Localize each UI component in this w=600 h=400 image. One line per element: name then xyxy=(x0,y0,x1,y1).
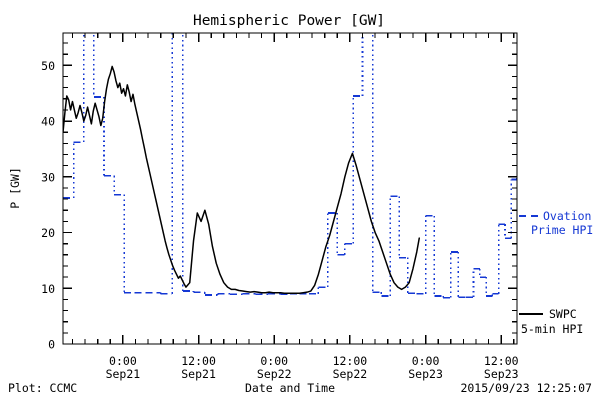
series-swpc-5min-hpi xyxy=(63,65,421,295)
y-tick-label: 40 xyxy=(41,115,55,129)
page-title: Hemispheric Power [GW] xyxy=(193,13,385,29)
y-tick-label: 20 xyxy=(41,226,55,240)
legend-label-swpc-line1: SWPC xyxy=(549,307,577,321)
y-axis-ticks xyxy=(63,42,517,345)
y-tick-label: 0 xyxy=(48,338,55,352)
x-tick-label-time: 12:00 xyxy=(181,354,216,368)
footer-timestamp: 2015/09/23 12:25:07 xyxy=(460,381,592,395)
y-axis-label: P [GW] xyxy=(8,167,22,209)
x-axis-label: Date and Time xyxy=(245,381,335,395)
swpc-line xyxy=(63,65,421,295)
legend-item-swpc[interactable]: SWPC 5-min HPI xyxy=(519,307,583,336)
x-tick-label-date: Sep21 xyxy=(106,367,141,381)
legend-label-ovation-line2: Prime HPI xyxy=(531,223,593,237)
x-tick-label-time: 0:00 xyxy=(260,354,288,368)
y-tick-label: 50 xyxy=(41,59,55,73)
x-tick-label-date: Sep22 xyxy=(333,367,368,381)
footer-credit: Plot: CCMC xyxy=(8,381,77,395)
x-tick-label-time: 0:00 xyxy=(412,354,440,368)
x-axis-tick-labels: 0:00Sep2112:00Sep210:00Sep2212:00Sep220:… xyxy=(106,354,519,381)
x-axis-ticks xyxy=(71,33,515,344)
x-tick-label-date: Sep22 xyxy=(257,367,292,381)
x-tick-label-date: Sep23 xyxy=(484,367,519,381)
y-tick-label: 30 xyxy=(41,170,55,184)
y-tick-label: 10 xyxy=(41,282,55,296)
legend-item-ovation[interactable]: Ovation Prime HPI xyxy=(519,209,593,237)
x-tick-label-time: 0:00 xyxy=(109,354,137,368)
y-axis-tick-labels: 0 10 20 30 40 50 xyxy=(41,59,55,352)
x-tick-label-time: 12:00 xyxy=(333,354,368,368)
legend-label-ovation-line1: Ovation xyxy=(543,209,591,223)
legend-label-swpc-line2: 5-min HPI xyxy=(521,322,583,336)
x-tick-label-date: Sep23 xyxy=(408,367,443,381)
x-tick-label-time: 12:00 xyxy=(484,354,519,368)
x-tick-label-date: Sep21 xyxy=(181,367,216,381)
